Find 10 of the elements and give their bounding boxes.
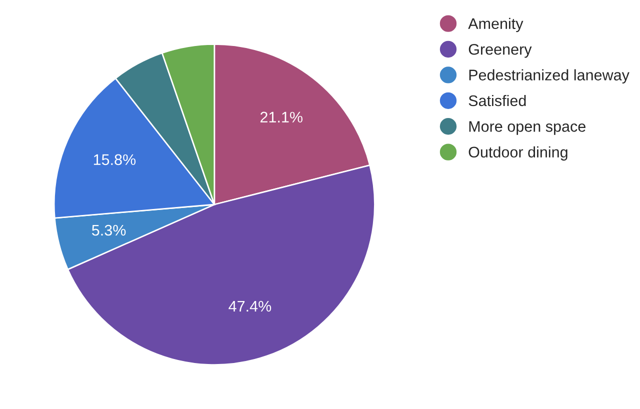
data-label: 21.1%: [260, 112, 302, 123]
legend-label: More open space: [469, 121, 586, 135]
legend-label: Greenery: [468, 44, 532, 58]
legend-label: Outdoor dining: [468, 146, 568, 161]
legend-label: Satisfied: [468, 94, 526, 106]
data-label: 5.3%: [92, 224, 126, 236]
data-label: 47.4%: [228, 300, 272, 312]
data-label: 15.8%: [94, 154, 136, 166]
legend-label: Pedestrianized laneway: [469, 69, 630, 84]
legend-label: Amenity: [468, 18, 524, 32]
